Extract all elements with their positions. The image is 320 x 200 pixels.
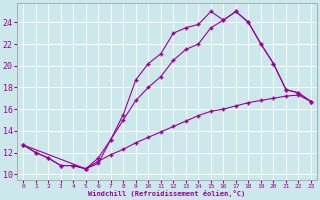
X-axis label: Windchill (Refroidissement éolien,°C): Windchill (Refroidissement éolien,°C) xyxy=(88,190,246,197)
